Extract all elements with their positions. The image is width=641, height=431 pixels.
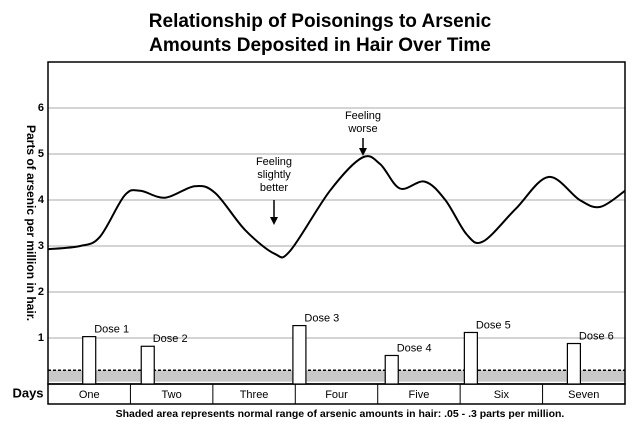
dose-bar — [140, 345, 155, 385]
y-tick-label: 5 — [38, 148, 44, 160]
day-label: Six — [494, 389, 510, 401]
dose-bar — [292, 324, 307, 385]
dose-label: Dose 5 — [476, 319, 511, 331]
dose-bar — [384, 354, 399, 385]
day-label: One — [79, 389, 100, 401]
y-axis-label: Parts of arsenic per million in hair. — [24, 125, 38, 321]
dose-label: Dose 2 — [153, 333, 188, 345]
annotation-text: slightly — [257, 169, 291, 181]
y-tick-label: 3 — [38, 240, 44, 252]
annotation-arrowhead — [270, 217, 278, 225]
annotation-text: worse — [347, 123, 377, 135]
dose-label: Dose 6 — [579, 330, 614, 342]
dose-bar — [566, 342, 581, 385]
x-axis-label: Days — [12, 385, 43, 400]
y-tick-label: 4 — [38, 194, 45, 206]
chart-title: Amounts Deposited in Hair Over Time — [149, 35, 491, 56]
day-row — [47, 383, 626, 405]
dose-bar — [82, 336, 97, 385]
chart-title: Relationship of Poisonings to Arsenic — [149, 11, 492, 32]
day-label: Two — [162, 389, 182, 401]
annotation-text: better — [260, 182, 288, 194]
annotation-text: Feeling — [345, 110, 381, 122]
footnote: Shaded area represents normal range of a… — [116, 408, 565, 420]
annotation-text: Feeling — [256, 156, 292, 168]
dose-label: Dose 3 — [304, 312, 339, 324]
y-tick-label: 2 — [38, 286, 44, 298]
day-label: Five — [409, 389, 430, 401]
dose-label: Dose 1 — [94, 324, 129, 336]
dose-label: Dose 4 — [397, 342, 432, 354]
day-label: Three — [240, 389, 269, 401]
arsenic-curve — [47, 155, 626, 259]
y-tick-label: 6 — [38, 102, 44, 114]
day-label: Four — [325, 389, 348, 401]
dose-bar — [463, 331, 478, 385]
y-tick-label: 1 — [38, 332, 44, 344]
normal-range-band — [48, 370, 625, 382]
day-label: Seven — [568, 389, 599, 401]
annotation-arrowhead — [359, 148, 367, 156]
plot-frame — [47, 61, 626, 385]
